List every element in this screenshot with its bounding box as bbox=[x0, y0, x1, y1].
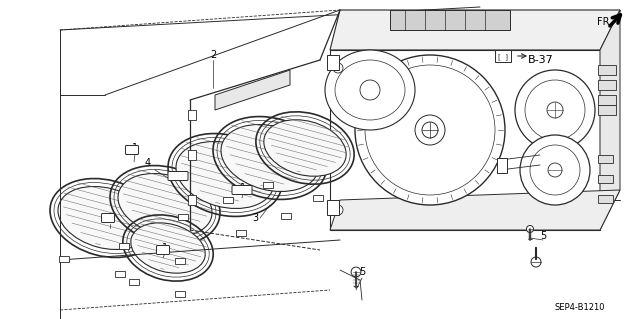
Bar bbox=[598, 65, 616, 75]
FancyBboxPatch shape bbox=[125, 145, 138, 154]
Ellipse shape bbox=[333, 205, 343, 215]
Polygon shape bbox=[600, 10, 620, 230]
FancyBboxPatch shape bbox=[168, 172, 188, 181]
Ellipse shape bbox=[333, 63, 343, 73]
Text: 5: 5 bbox=[359, 267, 365, 277]
Bar bbox=[115, 271, 125, 277]
Ellipse shape bbox=[325, 50, 415, 130]
Bar bbox=[188, 150, 196, 160]
Ellipse shape bbox=[351, 267, 361, 277]
Ellipse shape bbox=[547, 102, 563, 118]
Ellipse shape bbox=[131, 223, 205, 273]
Ellipse shape bbox=[355, 55, 505, 205]
Bar bbox=[188, 195, 196, 205]
Ellipse shape bbox=[176, 142, 274, 209]
Bar bbox=[188, 110, 196, 120]
Bar bbox=[598, 105, 616, 115]
Bar bbox=[598, 195, 613, 203]
Text: 1: 1 bbox=[107, 213, 113, 223]
Text: 5: 5 bbox=[540, 231, 546, 241]
Polygon shape bbox=[215, 70, 290, 110]
Polygon shape bbox=[330, 50, 600, 230]
Text: 1: 1 bbox=[162, 243, 168, 253]
Bar bbox=[327, 55, 339, 70]
FancyBboxPatch shape bbox=[157, 246, 170, 255]
Text: [  ]: [ ] bbox=[498, 54, 508, 60]
Ellipse shape bbox=[58, 187, 152, 249]
Bar bbox=[129, 279, 139, 285]
Text: B-37: B-37 bbox=[528, 55, 554, 65]
Bar bbox=[263, 182, 273, 188]
Bar bbox=[223, 197, 232, 204]
Polygon shape bbox=[330, 190, 620, 230]
Ellipse shape bbox=[118, 174, 212, 236]
Bar bbox=[177, 214, 188, 220]
Bar bbox=[175, 291, 186, 297]
Polygon shape bbox=[390, 10, 510, 30]
Text: 3: 3 bbox=[252, 213, 258, 223]
Ellipse shape bbox=[527, 226, 534, 233]
Text: FR.: FR. bbox=[597, 17, 612, 27]
FancyBboxPatch shape bbox=[232, 186, 252, 195]
Ellipse shape bbox=[221, 124, 319, 191]
Text: SEP4-B1210: SEP4-B1210 bbox=[555, 303, 605, 313]
Text: 2: 2 bbox=[210, 50, 216, 60]
Ellipse shape bbox=[548, 163, 562, 177]
Bar bbox=[598, 155, 613, 163]
Bar bbox=[314, 195, 323, 201]
Bar bbox=[327, 200, 339, 215]
Ellipse shape bbox=[360, 80, 380, 100]
Bar bbox=[495, 50, 511, 62]
Bar bbox=[598, 95, 616, 105]
Text: 4: 4 bbox=[145, 158, 151, 168]
Bar bbox=[497, 158, 507, 173]
Bar bbox=[119, 243, 129, 249]
Ellipse shape bbox=[520, 135, 590, 205]
Bar bbox=[175, 258, 185, 264]
Bar bbox=[59, 256, 69, 262]
Ellipse shape bbox=[531, 257, 541, 267]
Ellipse shape bbox=[264, 120, 346, 176]
Bar bbox=[236, 230, 246, 236]
Text: 1: 1 bbox=[240, 183, 246, 193]
Text: 1: 1 bbox=[132, 143, 138, 153]
Bar bbox=[598, 175, 613, 183]
Ellipse shape bbox=[515, 70, 595, 150]
Bar bbox=[280, 213, 291, 219]
Bar bbox=[598, 80, 616, 90]
Ellipse shape bbox=[422, 122, 438, 138]
FancyBboxPatch shape bbox=[102, 213, 115, 222]
Polygon shape bbox=[330, 10, 620, 50]
